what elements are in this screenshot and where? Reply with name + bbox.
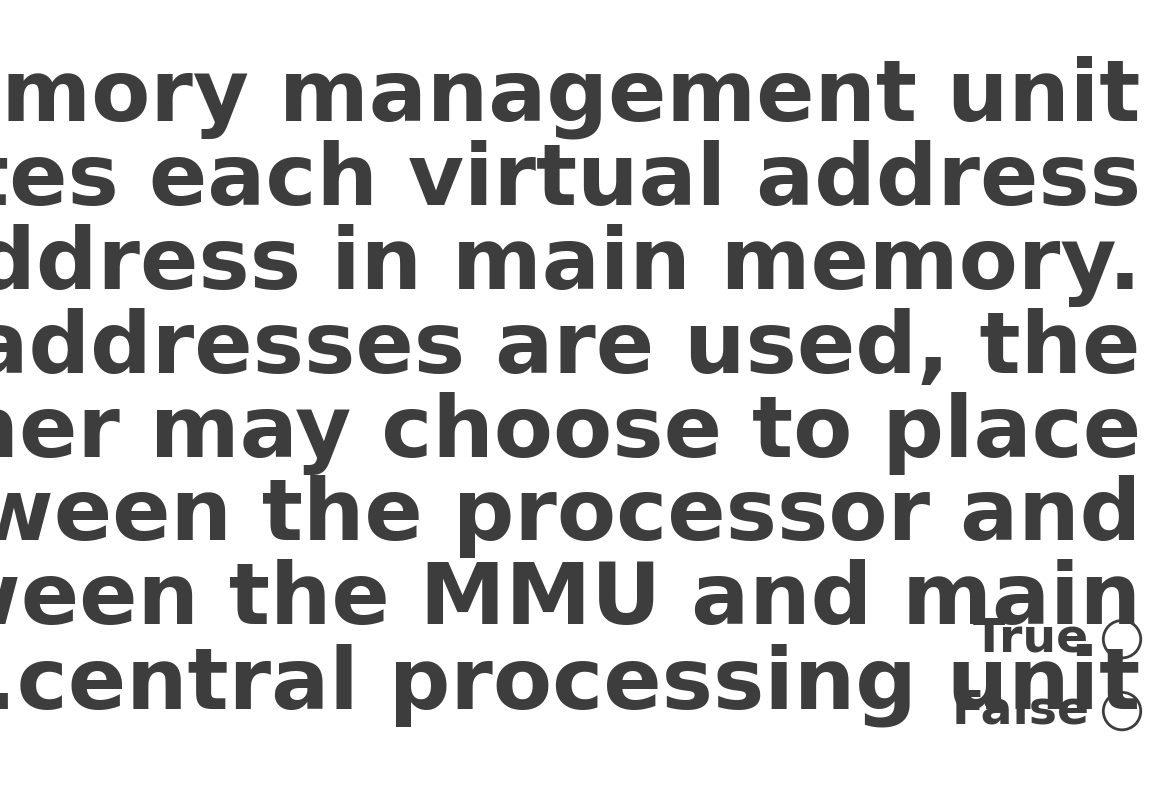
Text: False: False [951, 689, 1089, 733]
Text: system designer may choose to place: system designer may choose to place [0, 392, 1141, 475]
Text: When virtual addresses are used, the: When virtual addresses are used, the [0, 308, 1141, 391]
Text: the MMU or between the MMU and main: the MMU or between the MMU and main [0, 559, 1141, 642]
Text: True: True [973, 617, 1089, 662]
Text: hardware memory management unit: hardware memory management unit [0, 56, 1141, 140]
Text: into a physical address in main memory.: into a physical address in main memory. [0, 224, 1141, 307]
Text: the cache between the processor and: the cache between the processor and [0, 475, 1141, 559]
Text: .central processing unit: .central processing unit [0, 643, 1141, 727]
Text: (MMU) translates each virtual address: (MMU) translates each virtual address [0, 140, 1141, 223]
